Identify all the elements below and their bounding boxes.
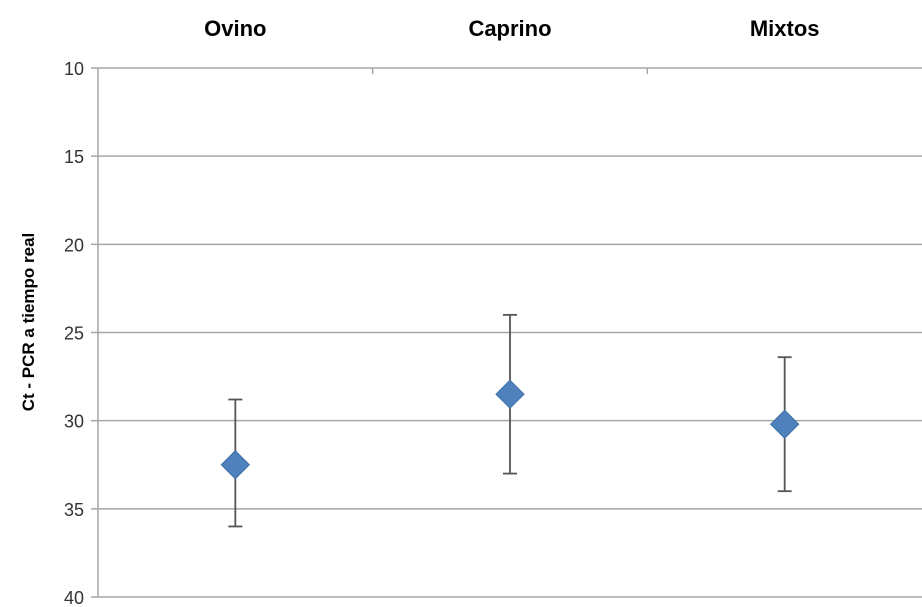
data-point-ovino (220, 450, 251, 480)
category-label: Mixtos (750, 16, 820, 41)
y-tick-label: 30 (64, 412, 84, 432)
category-label: Ovino (204, 16, 266, 41)
y-tick-label: 35 (64, 500, 84, 520)
axes (91, 67, 649, 598)
y-tick-label: 15 (64, 147, 84, 167)
data-markers (220, 379, 800, 480)
y-tick-label: 25 (64, 324, 84, 344)
category-label: Caprino (468, 16, 551, 41)
y-axis-title: Ct - PCR a tiempo real (19, 233, 38, 412)
data-point-caprino (495, 379, 525, 409)
category-labels: Ovino Caprino Mixtos (204, 16, 819, 41)
y-tick-label: 20 (64, 235, 84, 255)
y-tick-label: 10 (64, 59, 84, 79)
data-point-mixtos (769, 409, 800, 439)
y-tick-labels: 10 15 20 25 30 35 40 (64, 59, 84, 607)
y-tick-label: 40 (64, 588, 84, 607)
